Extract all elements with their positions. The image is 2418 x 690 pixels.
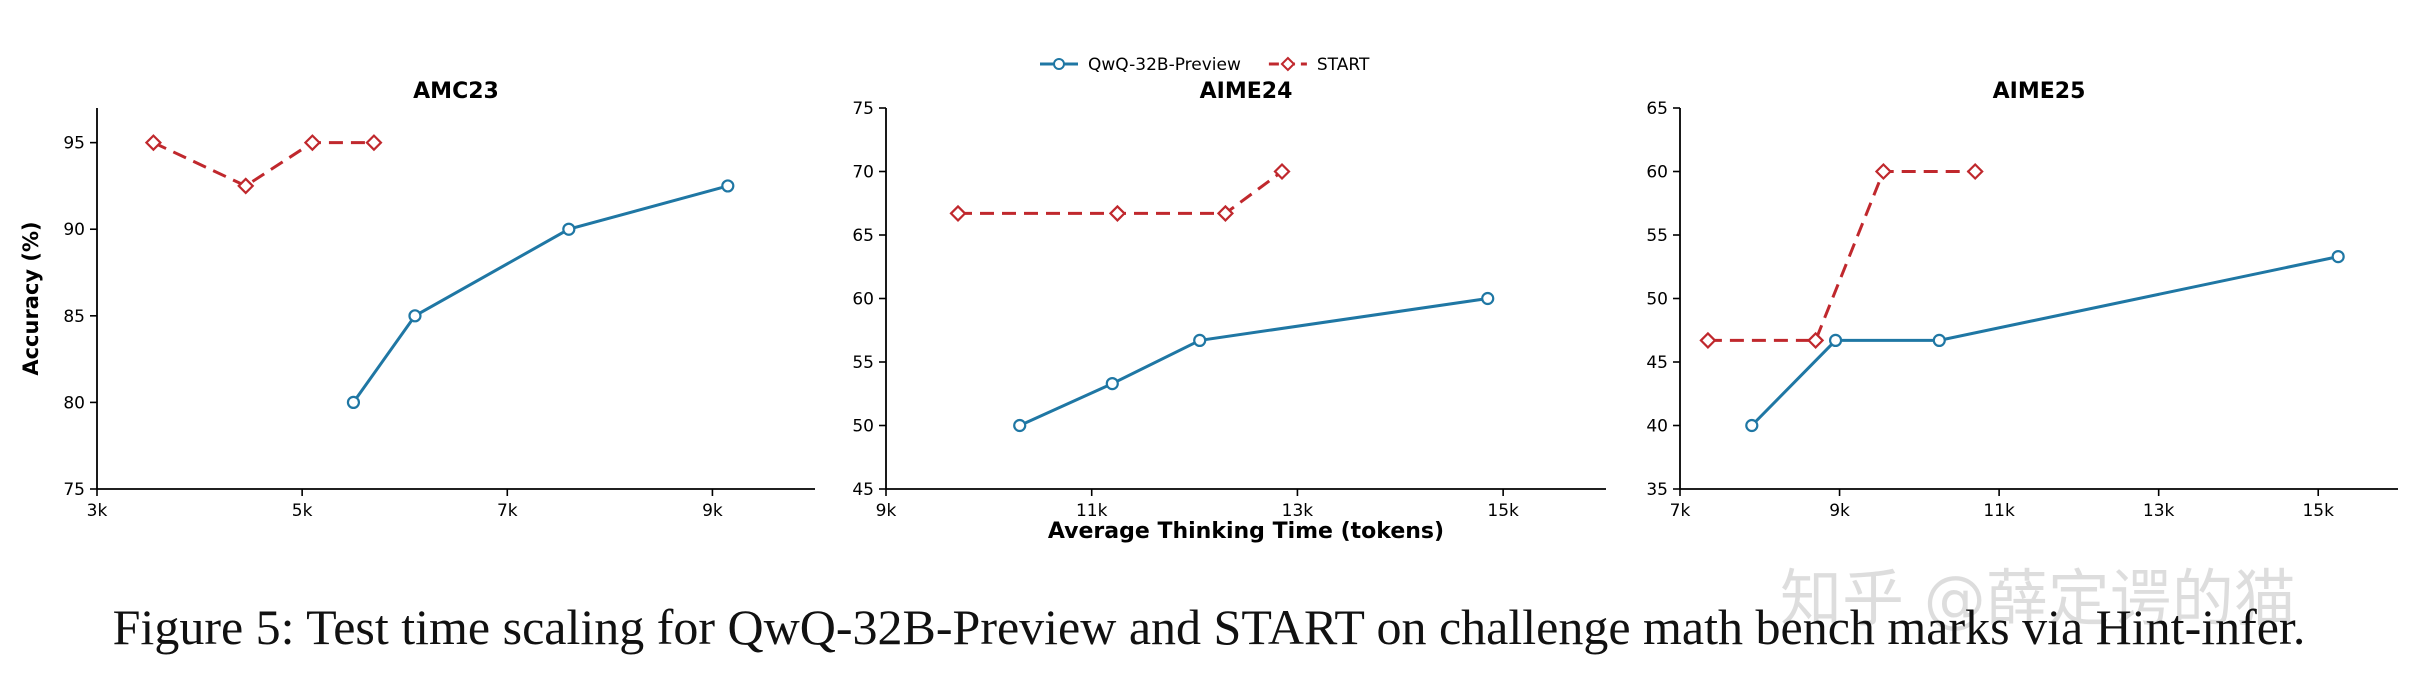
amc23-title: AMC23 [413, 79, 499, 104]
aime25-xtick-label: 11k [1983, 501, 2015, 521]
aime25-ytick-label: 60 [1646, 163, 1668, 183]
aime24-xtick-label: 15k [1487, 501, 1519, 521]
amc23-start-point [303, 134, 321, 152]
aime25-qwq-32b-preview-point [2331, 249, 2345, 264]
aime25-ytick-label: 55 [1646, 226, 1668, 246]
aime24-title: AIME24 [1200, 79, 1293, 104]
amc23-qwq-32b-preview-point [346, 395, 361, 410]
aime25-start-point [1699, 331, 1717, 349]
aime25-xtick-label: 15k [2302, 501, 2334, 521]
amc23-qwq-32b-preview-point [721, 179, 735, 193]
aime25-start-point [1966, 162, 1984, 181]
aime25-ytick-label: 40 [1646, 417, 1668, 437]
aime24-qwq-32b-preview-line [1019, 297, 1488, 427]
amc23-ytick-label: 90 [63, 220, 85, 240]
amc23-xtick-label: 3k [87, 501, 108, 521]
aime24-start-point [949, 204, 967, 222]
watermark: 知乎 @薛定谔的猫 [1780, 562, 2296, 635]
aime25-qwq-32b-preview-point [1745, 418, 1759, 433]
aime25-xtick-label: 9k [1829, 501, 1850, 521]
aime24-xtick-label: 13k [1282, 501, 1314, 521]
amc23-start-point [237, 177, 255, 195]
aime25-ytick-label: 50 [1646, 290, 1668, 310]
aime24-start-line [958, 170, 1283, 215]
amc23-qwq-32b-preview-point [408, 309, 422, 323]
figure-caption: Figure 5: Test time scaling for QwQ-32B-… [112, 599, 2306, 655]
aime25-xtick-label: 7k [1670, 501, 1691, 521]
aime24-ytick-label: 45 [852, 480, 874, 500]
amc23-ytick-label: 80 [63, 393, 85, 413]
amc23-ytick-label: 75 [63, 480, 85, 500]
aime24-qwq-32b-preview-point [1193, 333, 1207, 348]
legend-qwq-32b-preview-label: QwQ-32B-Preview [1088, 55, 1241, 75]
amc23-ytick-label: 85 [63, 307, 85, 327]
aime25-ytick-label: 35 [1646, 480, 1668, 500]
aime24-start-point [1108, 204, 1126, 222]
amc23-start-point [144, 134, 162, 152]
aime24-ytick-label: 50 [852, 417, 874, 437]
aime25-qwq-32b-preview-line [1750, 255, 2339, 427]
aime24-xlabel: Average Thinking Time (tokens) [1048, 519, 1444, 544]
amc23-start-point [365, 134, 383, 152]
legend-start-label: START [1317, 55, 1370, 75]
aime25-title: AIME25 [1993, 79, 2086, 104]
aime24-qwq-32b-preview-point [1481, 291, 1495, 306]
aime24-start-point [1216, 204, 1234, 222]
amc23-qwq-32b-preview-point [562, 222, 576, 236]
amc23-ytick-label: 95 [63, 134, 85, 154]
aime25-qwq-32b-preview-point [1828, 333, 1843, 348]
amc23-xtick-label: 7k [497, 501, 518, 521]
aime24-qwq-32b-preview-point [1105, 376, 1119, 391]
amc23-ylabel: Accuracy (%) [19, 221, 43, 375]
aime25-xtick-label: 13k [2143, 501, 2175, 521]
amc23-xtick-label: 5k [292, 501, 313, 521]
aime25-start-line [1707, 170, 1976, 342]
aime25-qwq-32b-preview-point [1932, 333, 1946, 348]
aime24-ytick-label: 70 [852, 163, 874, 183]
aime25-ytick-label: 65 [1646, 99, 1668, 119]
aime24-ytick-label: 65 [852, 226, 874, 246]
figure: AMC23 75 80 85 90 95 3k 5k 7k 9k Accuracy (%) AIME2… [19, 55, 2398, 544]
aime24-qwq-32b-preview-point [1013, 418, 1027, 433]
aime24-ytick-label: 60 [852, 290, 874, 310]
aime24-ytick-label: 75 [852, 99, 874, 119]
legend-start-swatch-marker [1280, 56, 1296, 72]
amc23-start-line [152, 141, 374, 188]
amc23-qwq-32b-preview-line [352, 184, 729, 404]
amc23-xtick-label: 9k [702, 501, 723, 521]
aime24-xtick-label: 11k [1076, 501, 1108, 521]
aime24-ytick-label: 55 [852, 353, 874, 373]
aime25-start-point [1807, 331, 1825, 349]
aime25-ytick-label: 45 [1646, 353, 1668, 373]
aime25-start-point [1874, 162, 1892, 181]
legend-qwq-32b-preview-swatch-marker [1053, 58, 1065, 70]
aime24-xtick-label: 9k [876, 501, 897, 521]
aime24-start-point [1273, 162, 1291, 181]
chart-figure: AMC23 75 80 85 90 95 3k 5k 7k 9k Accuracy (%) AIME2… [19, 55, 2398, 544]
